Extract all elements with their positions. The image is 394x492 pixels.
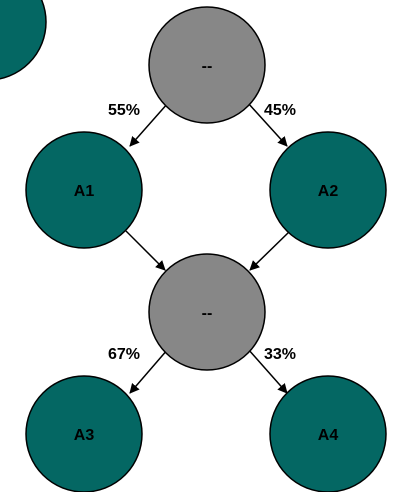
edge-split-mid-to-a4[interactable]	[247, 348, 288, 394]
edge-labels: 55% 45% 67% 33%	[108, 102, 296, 363]
node-a1[interactable]: A1	[25, 131, 143, 249]
edge-label-55: 55%	[108, 102, 140, 119]
node-a4-label: A4	[318, 427, 339, 444]
edge-label-33: 33%	[264, 346, 296, 363]
edge-a1-to-split-mid[interactable]	[125, 230, 166, 271]
node-a1-label: A1	[74, 183, 95, 200]
node-a3[interactable]: A3	[25, 375, 143, 492]
edge-label-67: 67%	[108, 346, 140, 363]
node-split-top[interactable]: --	[148, 6, 266, 124]
edge-split-top-to-a1[interactable]	[129, 102, 169, 147]
node-split-mid[interactable]: --	[148, 253, 266, 371]
edge-split-top-to-a2[interactable]	[247, 102, 288, 147]
node-a2[interactable]: A2	[269, 131, 387, 249]
node-split-top-label: --	[202, 58, 213, 75]
node-a2-label: A2	[318, 183, 339, 200]
node-partial[interactable]: 4	[0, 0, 47, 80]
node-a3-label: A3	[74, 427, 95, 444]
node-split-mid-label: --	[202, 305, 213, 322]
edge-split-mid-to-a3[interactable]	[129, 348, 169, 394]
edges	[125, 102, 291, 394]
edge-label-45: 45%	[264, 102, 296, 119]
edge-a2-to-split-mid[interactable]	[249, 230, 291, 271]
node-a4[interactable]: A4	[269, 375, 387, 492]
